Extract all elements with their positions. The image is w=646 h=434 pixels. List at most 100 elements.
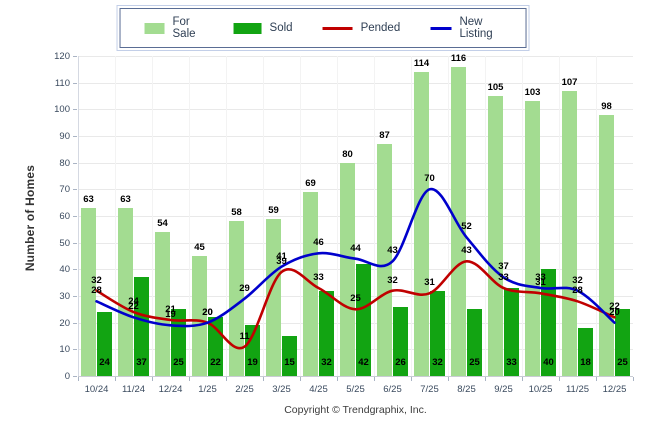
y-tick-label: 70 xyxy=(59,184,70,196)
pended-value-label: 31 xyxy=(424,277,435,289)
gridline xyxy=(78,82,633,84)
for-sale-value-label: 63 xyxy=(83,194,94,205)
sold-value-label: 42 xyxy=(358,357,369,368)
gridline-vertical xyxy=(411,56,412,376)
new-listing-value-label: 33 xyxy=(535,272,546,283)
y-tick-label: 80 xyxy=(59,157,70,169)
y-tick-label: 110 xyxy=(54,77,70,89)
legend-swatch-pended xyxy=(322,26,353,30)
new-listing-value-label: 41 xyxy=(276,250,287,262)
for-sale-bar xyxy=(525,101,540,376)
for-sale-value-label: 114 xyxy=(413,58,430,69)
gridline xyxy=(78,189,633,191)
legend-swatch-for-sale xyxy=(144,22,165,34)
x-tick-label: 3/25 xyxy=(272,384,291,395)
pended-value-label: 25 xyxy=(350,293,361,305)
sold-value-label: 25 xyxy=(469,357,480,368)
for-sale-bar xyxy=(81,208,96,376)
x-tick-label: 10/24 xyxy=(84,384,109,395)
x-tick-label: 5/25 xyxy=(346,384,365,395)
y-tick-mark xyxy=(73,82,77,84)
new-listing-value-label: 29 xyxy=(239,282,250,294)
sold-bar xyxy=(615,309,630,376)
legend-item-new-listing: New Listing xyxy=(430,16,501,40)
for-sale-bar xyxy=(562,90,577,376)
for-sale-value-label: 107 xyxy=(561,76,578,88)
x-tick-mark xyxy=(337,377,338,381)
pended-value-label: 32 xyxy=(91,274,102,286)
x-tick-mark xyxy=(115,377,116,381)
x-tick-label: 12/25 xyxy=(602,384,627,395)
legend-label: New Listing xyxy=(459,16,493,40)
y-tick-mark xyxy=(73,269,77,271)
gridline xyxy=(78,136,633,137)
x-tick-label: 2/25 xyxy=(235,384,254,395)
gridline xyxy=(78,56,633,57)
gridline-vertical xyxy=(152,56,153,376)
new-listing-value-label: 52 xyxy=(461,221,472,233)
x-tick-label: 4/25 xyxy=(309,384,328,395)
new-listing-value-label: 19 xyxy=(165,309,176,321)
pended-value-label: 22 xyxy=(609,301,620,313)
y-tick-mark xyxy=(73,349,77,351)
sold-value-label: 32 xyxy=(432,357,443,368)
y-tick-mark xyxy=(73,136,77,137)
gridline-vertical xyxy=(374,56,375,376)
gridline-vertical xyxy=(189,56,190,376)
for-sale-value-label: 116 xyxy=(450,52,467,64)
gridline-vertical xyxy=(115,56,116,376)
pended-value-label: 11 xyxy=(239,330,250,342)
y-tick-label: 30 xyxy=(59,291,70,302)
x-tick-label: 6/25 xyxy=(383,384,402,395)
sold-value-label: 32 xyxy=(321,357,332,368)
new-listing-value-label: 70 xyxy=(424,173,435,185)
new-listing-value-label: 44 xyxy=(350,242,361,254)
gridline xyxy=(78,376,633,377)
gridline-vertical xyxy=(485,56,486,376)
sold-value-label: 22 xyxy=(210,357,221,368)
for-sale-value-label: 69 xyxy=(305,178,316,189)
new-listing-value-label: 43 xyxy=(387,245,398,257)
x-tick-mark xyxy=(263,377,264,381)
pended-value-label: 31 xyxy=(535,277,546,289)
pended-value-label: 32 xyxy=(387,274,398,286)
y-tick-mark xyxy=(73,216,77,217)
legend-label: Sold xyxy=(269,22,293,34)
x-tick-mark xyxy=(78,377,79,381)
x-tick-label: 7/25 xyxy=(420,384,439,395)
y-tick-label: 120 xyxy=(54,51,70,62)
for-sale-value-label: 105 xyxy=(487,82,504,93)
x-tick-mark xyxy=(226,377,227,381)
new-listing-value-label: 37 xyxy=(498,261,509,273)
pended-value-label: 33 xyxy=(313,272,324,283)
x-tick-mark xyxy=(559,377,560,381)
legend: For Sale Sold Pended New Listing xyxy=(116,5,530,51)
y-tick-label: 0 xyxy=(64,371,70,382)
for-sale-bar xyxy=(118,208,133,376)
for-sale-bar xyxy=(599,114,614,376)
for-sale-value-label: 80 xyxy=(342,148,353,160)
for-sale-value-label: 103 xyxy=(524,87,541,99)
legend-label: Pended xyxy=(360,22,401,34)
x-tick-label: 9/25 xyxy=(494,384,513,395)
pended-value-label: 21 xyxy=(165,304,176,315)
for-sale-bar xyxy=(377,144,392,376)
for-sale-bar xyxy=(340,162,355,376)
legend-swatch-new-listing xyxy=(430,26,452,30)
sold-bar xyxy=(282,336,297,376)
x-tick-mark xyxy=(485,377,486,381)
x-tick-label: 10/25 xyxy=(528,384,553,395)
sold-value-label: 26 xyxy=(395,357,406,368)
sold-value-label: 33 xyxy=(506,357,517,368)
y-tick-label: 50 xyxy=(59,237,70,249)
new-listing-value-label: 46 xyxy=(313,237,324,249)
y-tick-label: 60 xyxy=(59,211,70,222)
pended-value-label: 28 xyxy=(572,285,583,297)
copyright: Copyright © Trendgraphix, Inc. xyxy=(284,404,427,416)
y-tick-mark xyxy=(73,109,77,111)
x-tick-mark xyxy=(596,377,597,381)
legend-label: For Sale xyxy=(172,16,196,40)
x-tick-mark xyxy=(411,377,412,381)
y-tick-label: 100 xyxy=(54,104,70,116)
